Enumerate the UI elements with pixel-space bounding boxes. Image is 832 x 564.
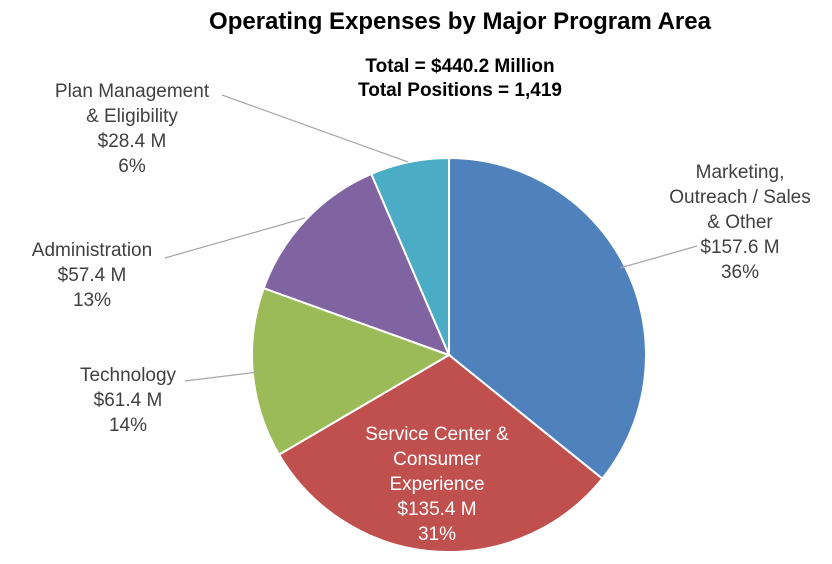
leader-line-plan-management <box>221 94 409 163</box>
leader-line-technology <box>184 371 259 382</box>
leader-line-marketing <box>619 245 698 269</box>
data-label-plan-management: Plan Management & Eligibility $28.4 M 6% <box>55 81 210 177</box>
chart-subtitle-positions: Total Positions = 1,419 <box>358 80 562 101</box>
chart-subtitle-total: Total = $440.2 Million <box>365 56 555 77</box>
data-label-service-center: Service Center & Consumer Experience $135.4… <box>365 424 509 545</box>
data-label-marketing: Marketing, Outreach / Sales & Other $157.6 … <box>669 162 811 283</box>
pie-slice-administration <box>262 172 451 357</box>
data-label-administration: Administration $57.4 M 13% <box>32 240 152 311</box>
pie-slice-marketing <box>448 156 647 481</box>
pie-slice-plan-management <box>369 156 450 356</box>
leader-line-administration <box>164 217 306 259</box>
data-label-technology: Technology $61.4 M 14% <box>80 365 177 436</box>
pie-slice-service-center <box>277 353 604 553</box>
chart-title: Operating Expenses by Major Program Area <box>209 8 711 35</box>
